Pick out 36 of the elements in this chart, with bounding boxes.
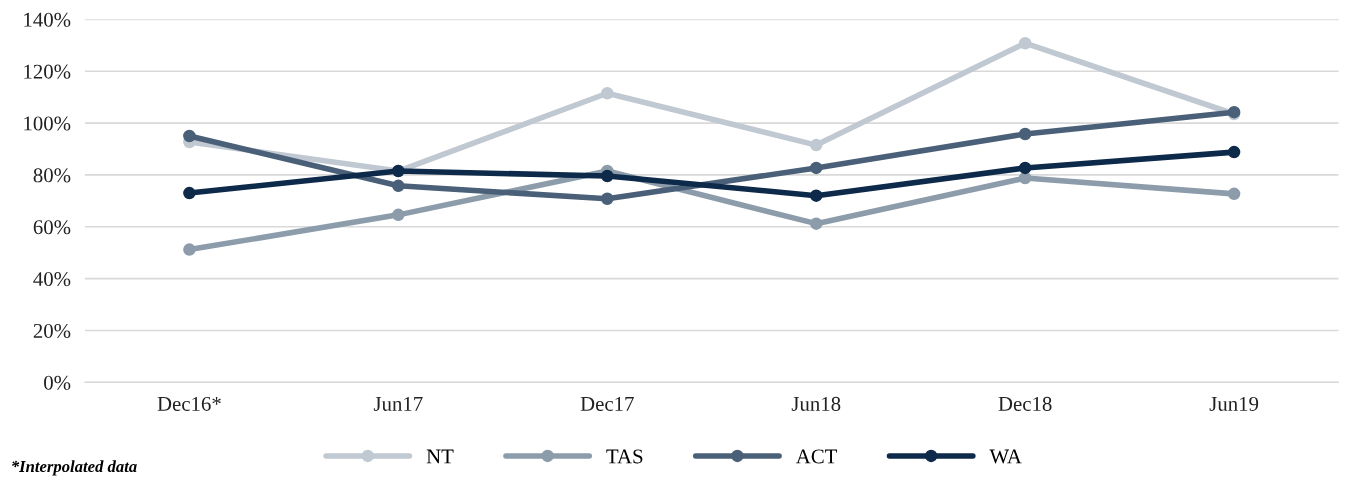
point — [392, 179, 405, 193]
point — [601, 192, 614, 206]
point — [809, 189, 823, 202]
legend-label: TAS — [606, 449, 643, 464]
x-tick-label: Dec16* — [157, 396, 221, 411]
x-tick-label: Jun17 — [373, 396, 423, 411]
point — [809, 161, 823, 175]
y-tick-label: 80% — [33, 168, 71, 183]
point — [601, 87, 614, 100]
point — [601, 169, 614, 183]
x-tick-label: Dec18 — [998, 396, 1052, 411]
x-tick-label: Jun18 — [791, 396, 841, 411]
point — [1018, 36, 1032, 50]
text: *Interpolated data — [12, 460, 137, 476]
point — [1018, 161, 1032, 175]
x-tick-label: Dec17 — [580, 396, 634, 411]
legend-label: NT — [426, 449, 454, 464]
point — [809, 138, 823, 152]
legend-label: ACT — [795, 449, 838, 464]
point — [183, 243, 196, 256]
y-tick-label: 140% — [24, 12, 71, 27]
y-tick-label: 120% — [24, 64, 71, 79]
y-tick-label: 60% — [33, 220, 71, 235]
point — [1227, 187, 1241, 201]
point — [183, 129, 196, 143]
point — [392, 208, 405, 222]
y-tick-label: 20% — [33, 323, 71, 338]
y-tick-label: 100% — [24, 116, 71, 131]
legend-label: WA — [989, 449, 1022, 464]
point — [183, 186, 196, 200]
y-tick-label: 40% — [33, 272, 71, 287]
point — [809, 217, 823, 230]
x-tick-label: Jun19 — [1209, 396, 1259, 411]
point — [1227, 145, 1241, 159]
point — [1018, 127, 1032, 141]
y-tick-label: 0% — [44, 375, 71, 390]
